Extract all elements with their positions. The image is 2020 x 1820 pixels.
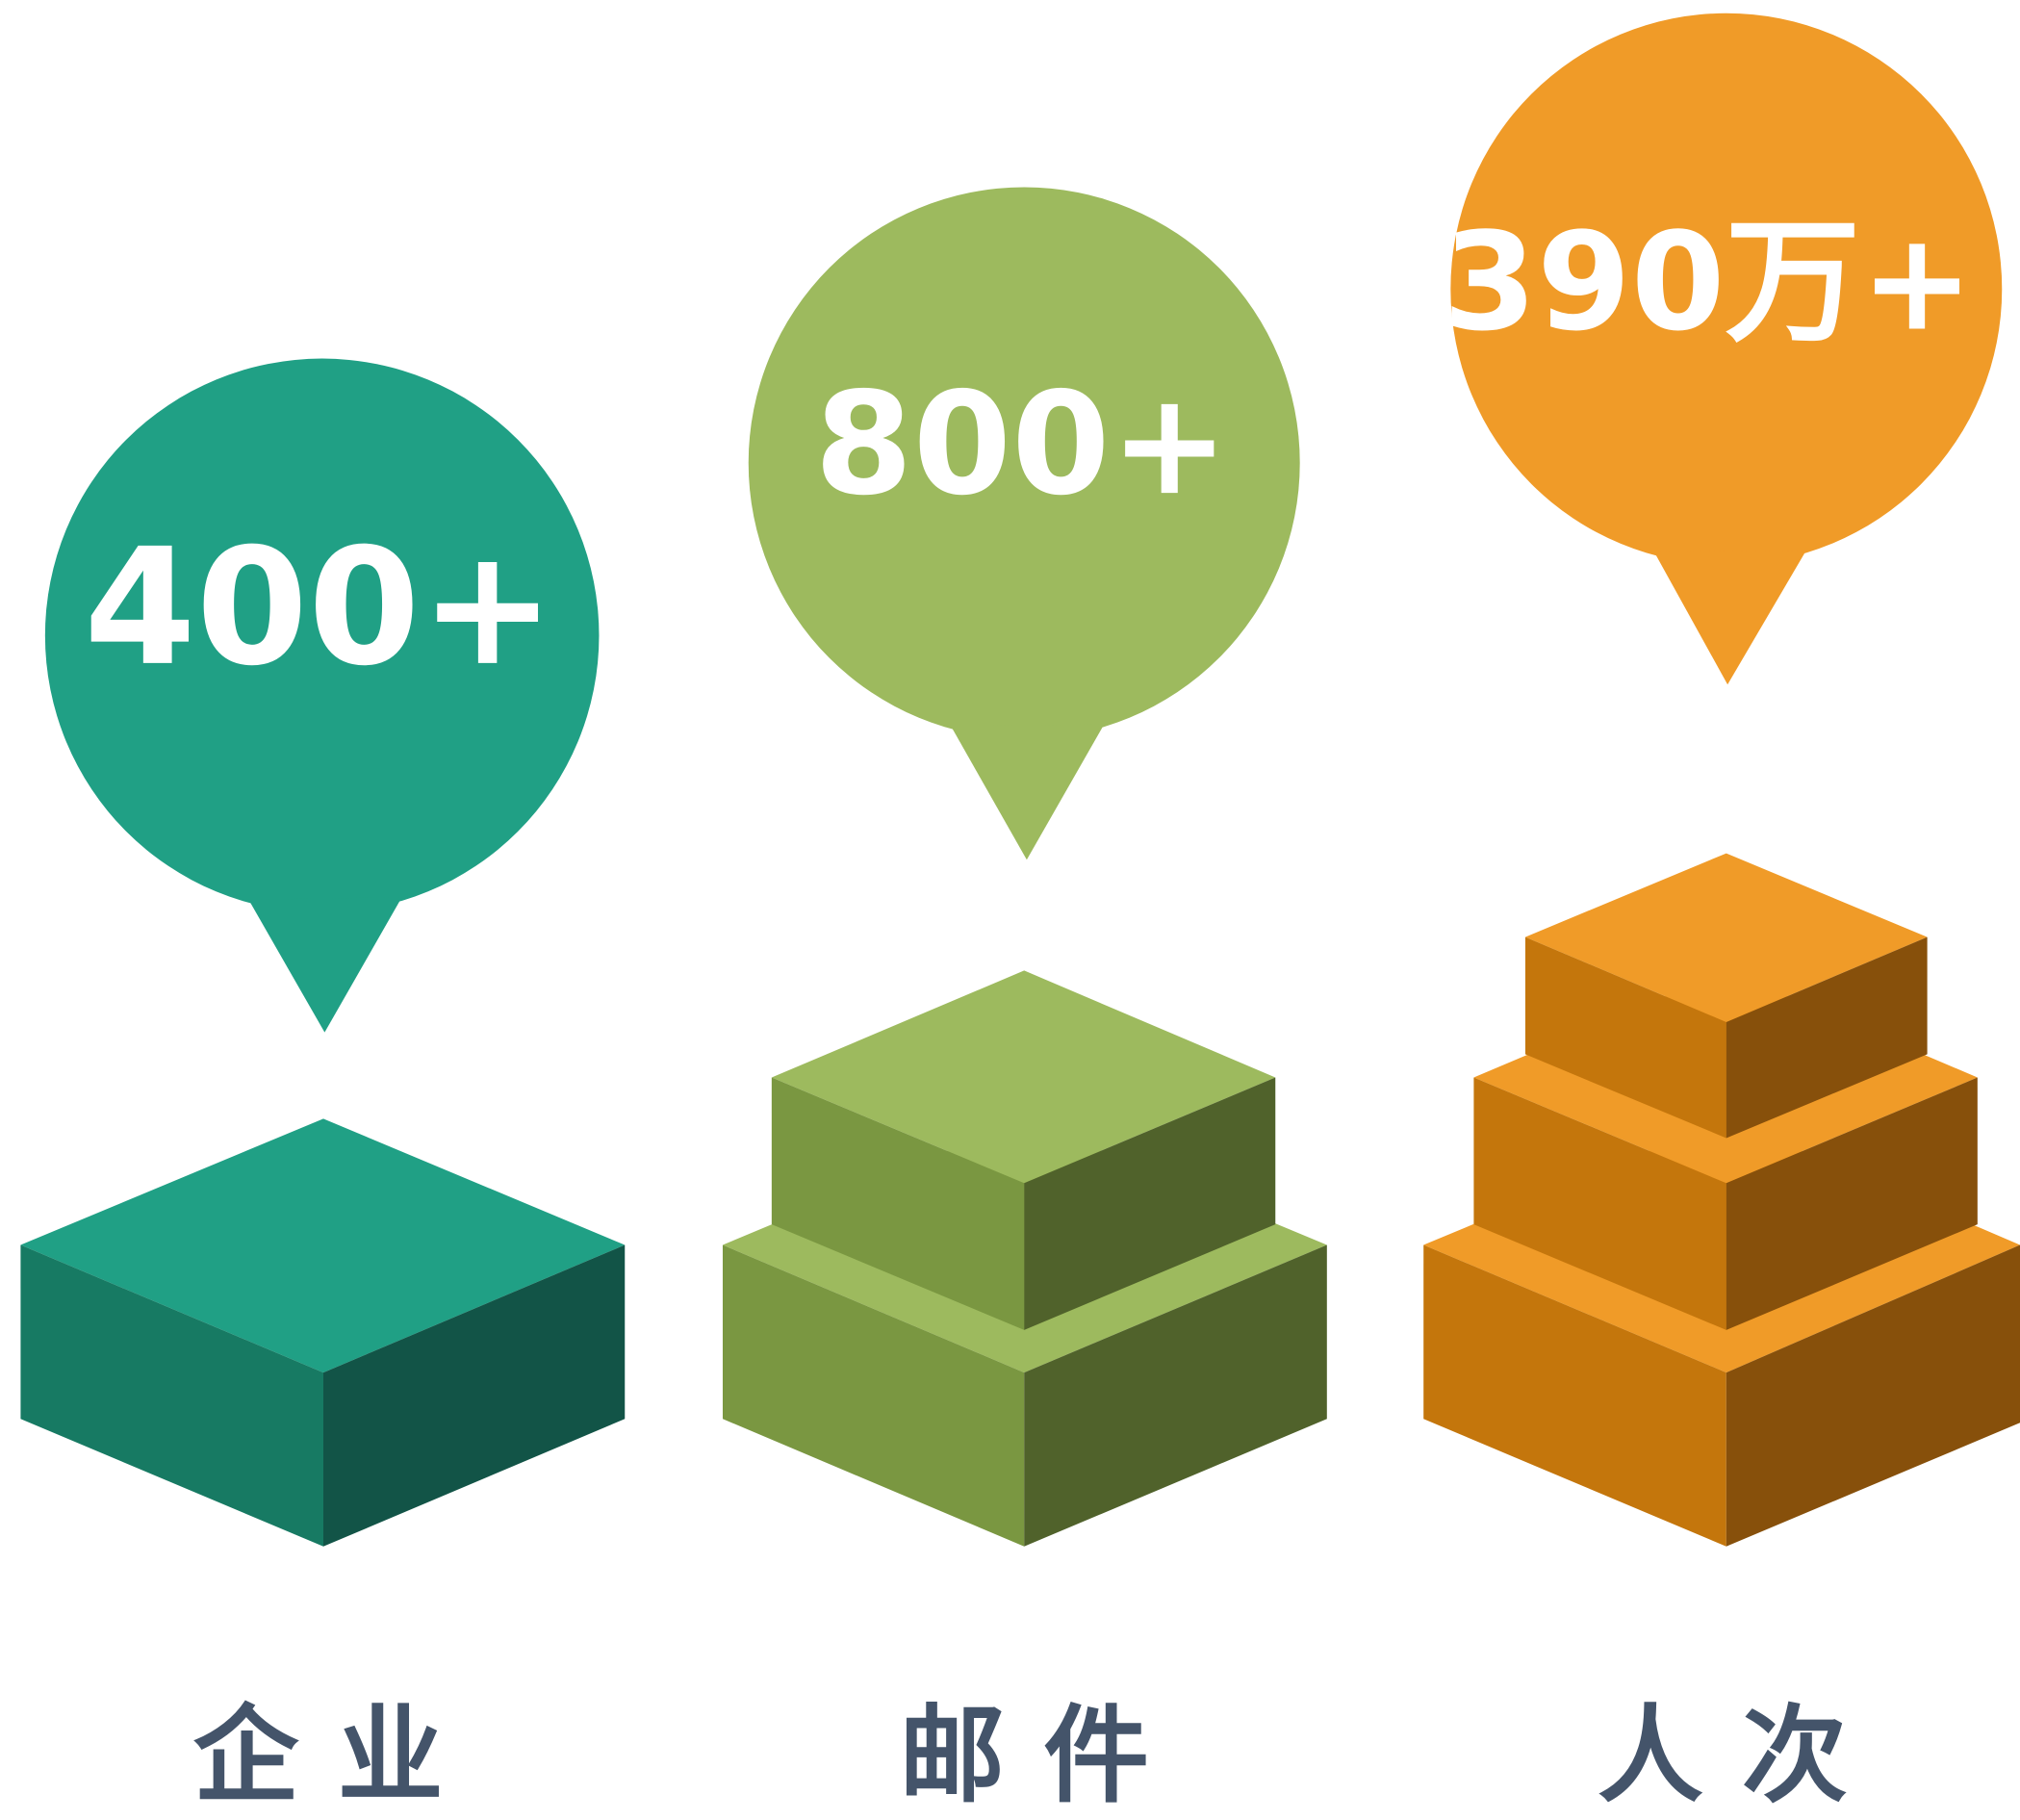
block xyxy=(20,1118,625,1546)
pin: 800+ xyxy=(749,188,1300,860)
label: 人次 xyxy=(1598,1694,1886,1817)
label: 邮件 xyxy=(899,1694,1188,1817)
label: 企业 xyxy=(193,1694,482,1817)
pin: 390万+ xyxy=(1443,13,2002,684)
pin: 400+ xyxy=(45,359,600,1033)
value: 390万+ xyxy=(1443,205,1974,362)
infographic: 400+ 800+ 390万+ 企业 邮件 人次 xyxy=(0,0,2020,1820)
value: 400+ xyxy=(84,515,554,702)
value: 800+ xyxy=(814,361,1229,526)
block xyxy=(723,970,1327,1546)
block xyxy=(1423,854,2020,1547)
